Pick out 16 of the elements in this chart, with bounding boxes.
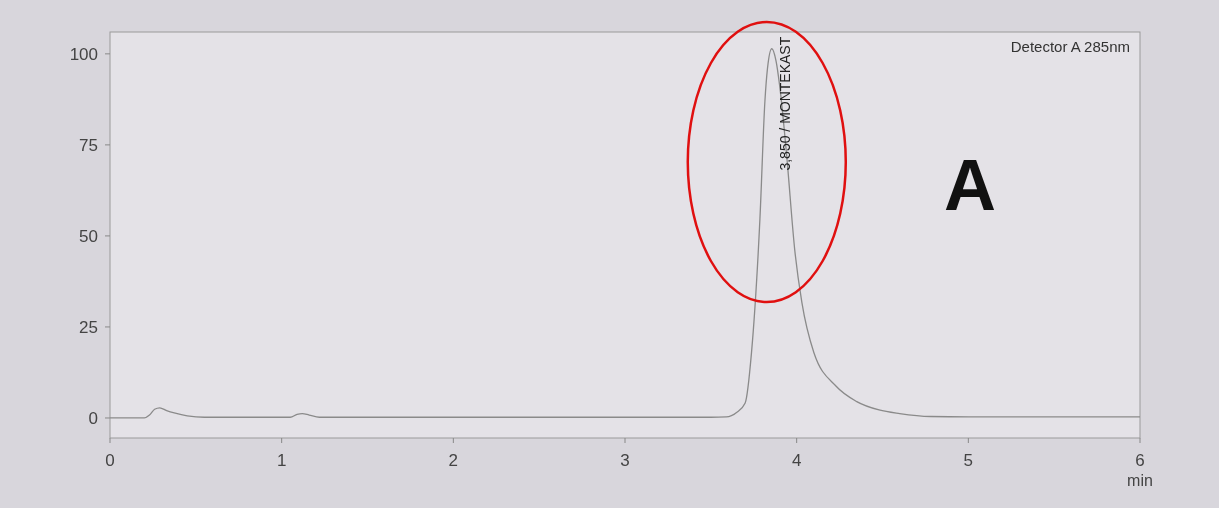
x-axis-title: min	[1127, 472, 1153, 489]
x-tick-label: 6	[1135, 451, 1145, 470]
annotation: 3,850 / MONTEKAST	[776, 36, 793, 171]
x-tick-label: 2	[448, 451, 459, 470]
y-tick-label: 100	[69, 44, 98, 64]
y-tick-label: 0	[88, 408, 98, 428]
x-tick-label: 3	[620, 451, 630, 470]
annotation: Detector A 285nm	[1010, 38, 1130, 55]
y-tick-label: 25	[79, 317, 98, 337]
y-tick-label: 50	[79, 226, 98, 246]
annotation: A	[944, 145, 996, 225]
y-tick-label: 75	[79, 135, 98, 155]
x-tick-label: 0	[105, 451, 115, 470]
x-tick-label: 1	[276, 451, 287, 470]
x-tick-label: 5	[963, 451, 974, 470]
x-tick-label: 4	[791, 451, 802, 470]
